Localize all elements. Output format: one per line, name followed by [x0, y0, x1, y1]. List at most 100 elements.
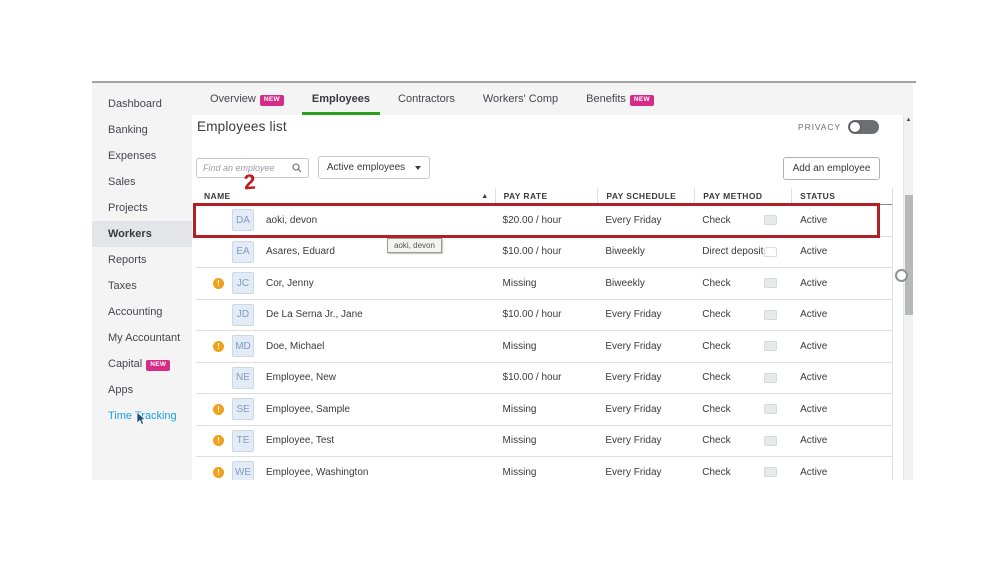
sidebar-item[interactable]: Dashboard [92, 91, 192, 117]
sidebar-item[interactable]: Accounting [92, 299, 192, 325]
sidebar-item[interactable]: Capital NEW [92, 351, 192, 377]
pay-schedule-cell: Every Friday [605, 340, 662, 352]
pay-rate-cell: Missing [502, 435, 537, 447]
sidebar-item[interactable]: Taxes [92, 273, 192, 299]
sidebar-item[interactable]: Reports [92, 247, 192, 273]
column-header-status[interactable]: STATUS [791, 188, 892, 204]
pay-rate-cell: $10.00 / hour [502, 372, 562, 384]
mouse-cursor-icon [136, 409, 146, 435]
pay-method-icon [764, 404, 778, 415]
tab[interactable]: Overview NEW [210, 83, 284, 115]
sidebar-item-label: Time Tracking [108, 410, 177, 422]
add-employee-button[interactable]: Add an employee [783, 157, 880, 180]
column-header-pay-schedule[interactable]: PAY SCHEDULE [597, 188, 694, 204]
table-row[interactable]: ! DA aoki, devon $20.00 / hour Every Fri… [196, 205, 892, 237]
employee-filter-dropdown[interactable]: Active employees [318, 156, 430, 179]
privacy-label: PRIVACY [798, 122, 841, 132]
pay-method-icon [764, 467, 778, 478]
pay-method-cell: Direct deposit [694, 246, 791, 257]
sidebar-item[interactable]: Time Tracking [92, 403, 192, 429]
pay-schedule-cell: Every Friday [605, 372, 662, 384]
tab[interactable]: Workers' Comp [483, 83, 558, 115]
pay-method-cell: Check [694, 404, 791, 415]
employee-name: aoki, devon [266, 214, 318, 226]
pay-method-cell: Check [694, 435, 791, 446]
sidebar-item[interactable]: Sales [92, 169, 192, 195]
table-row[interactable]: ! EA Asares, Eduard $10.00 / hour Biweek… [196, 237, 892, 268]
name-cell: ! WE Employee, Washington [196, 461, 495, 480]
pay-method-icon [764, 215, 778, 226]
sidebar-item[interactable]: Expenses [92, 143, 192, 169]
column-header-pay-method[interactable]: PAY METHOD [694, 188, 791, 204]
pay-method-label: Check [702, 309, 731, 321]
avatar: NE [232, 366, 254, 389]
column-header-pay-rate[interactable]: PAY RATE [494, 188, 598, 204]
avatar: WE [232, 461, 254, 480]
pay-method-cell: Check [694, 309, 791, 320]
table-row[interactable]: ! JD De La Serna Jr., Jane $10.00 / hour… [196, 300, 892, 331]
status-cell: Active [800, 372, 828, 384]
pay-method-icon [764, 278, 778, 289]
tab-bar: Overview NEW Employees Contractors Worker… [192, 83, 913, 115]
sidebar: Dashboard Banking Expenses Sales [92, 83, 192, 480]
warning-icon: ! [213, 435, 224, 447]
warning-icon: ! [213, 403, 224, 415]
employee-name: Employee, Washington [266, 466, 369, 478]
sidebar-item[interactable]: Projects [92, 195, 192, 221]
pay-method-label: Check [702, 340, 731, 352]
table-body: ! DA aoki, devon $20.00 / hour Every Fri… [196, 205, 892, 480]
scrollbar-thumb[interactable] [905, 195, 913, 315]
sidebar-item-label: Dashboard [108, 98, 162, 110]
page-title: Employees list [197, 119, 287, 134]
sidebar-item-label: Accounting [108, 306, 163, 318]
sidebar-item[interactable]: My Accountant [92, 325, 192, 351]
pay-schedule-cell: Every Friday [605, 466, 662, 478]
tab[interactable]: Employees [301, 83, 381, 115]
status-cell: Active [800, 466, 828, 478]
pay-method-icon [764, 435, 778, 446]
sidebar-item[interactable]: Workers [92, 221, 192, 247]
tab[interactable]: Contractors [398, 83, 455, 115]
step-number-annotation: 2 [243, 170, 257, 195]
pay-method-cell: Check [694, 215, 791, 226]
pay-method-label: Check [702, 403, 731, 415]
pay-schedule-cell: Every Friday [605, 309, 662, 321]
table-row[interactable]: ! JC Cor, Jenny Missing Biweekly Check A… [196, 268, 892, 300]
pay-method-icon [764, 246, 778, 257]
employee-search [196, 158, 309, 178]
tab-label: Benefits [586, 93, 626, 105]
pay-method-icon [764, 341, 778, 352]
employee-tooltip: aoki, devon [387, 238, 442, 253]
filter-value: Active employees [326, 162, 406, 173]
employees-table: NAME ▲ PAY RATE PAY SCHEDULE PAY METHOD … [196, 188, 893, 480]
top-divider [92, 81, 916, 83]
sidebar-item-label: Reports [108, 254, 147, 266]
pay-rate-cell: Missing [502, 340, 537, 352]
sidebar-item[interactable]: Banking [92, 117, 192, 143]
tab-label: Contractors [398, 93, 455, 105]
table-row[interactable]: ! NE Employee, New $10.00 / hour Every F… [196, 363, 892, 394]
privacy-toggle[interactable] [848, 120, 879, 134]
column-header-name[interactable]: NAME ▲ [204, 191, 489, 201]
employee-name: Doe, Michael [266, 340, 325, 352]
sort-ascending-icon[interactable]: ▲ [481, 192, 489, 200]
avatar: DA [232, 209, 254, 232]
pay-rate-cell: $10.00 / hour [502, 246, 562, 258]
sidebar-item[interactable]: Apps [92, 377, 192, 403]
content-panel: Employees list PRIVACY Active employees … [192, 115, 903, 480]
table-row[interactable]: ! TE Employee, Test Missing Every Friday… [196, 426, 892, 457]
vertical-scrollbar[interactable]: ▲ [903, 115, 913, 480]
name-cell: ! NE Employee, New [196, 366, 495, 389]
name-cell: ! MD Doe, Michael [196, 335, 495, 358]
search-input[interactable] [203, 163, 292, 173]
avatar: TE [232, 429, 254, 452]
table-row[interactable]: ! WE Employee, Washington Missing Every … [196, 457, 892, 480]
scroll-up-arrow-icon[interactable]: ▲ [905, 117, 912, 123]
pay-method-label: Check [702, 372, 731, 384]
tab[interactable]: Benefits NEW [586, 83, 654, 115]
table-row[interactable]: ! MD Doe, Michael Missing Every Friday C… [196, 331, 892, 363]
pay-schedule-cell: Every Friday [605, 403, 662, 415]
table-row[interactable]: ! SE Employee, Sample Missing Every Frid… [196, 394, 892, 426]
pay-method-icon [764, 372, 778, 383]
employee-name: Employee, Test [266, 435, 335, 447]
